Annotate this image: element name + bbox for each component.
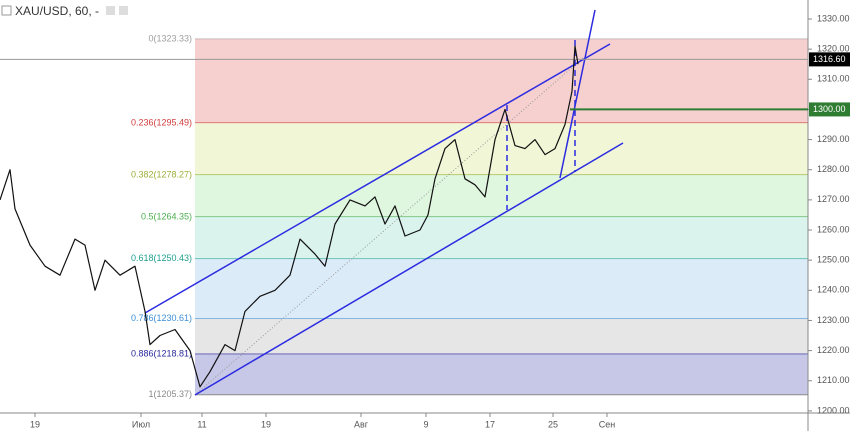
x-tick-label: 9 <box>423 419 428 429</box>
x-tick-label: Авг <box>354 419 369 429</box>
icon[interactable] <box>119 6 128 15</box>
channel-lower <box>194 142 624 396</box>
x-tick-label: Сен <box>599 419 616 429</box>
fib-zone <box>195 39 808 124</box>
trend-lines <box>144 9 624 396</box>
price-series <box>0 45 808 388</box>
fib-label: 0.886(1218.81) <box>131 349 192 359</box>
header-bg <box>0 0 100 22</box>
price-tag <box>809 102 850 117</box>
x-tick-label: 17 <box>485 419 495 429</box>
steep-line <box>559 9 596 179</box>
fib-zone <box>195 174 808 217</box>
x-tick-label: 11 <box>197 419 206 429</box>
chart-title: XAU/USD, 60, - <box>15 4 99 18</box>
fib-zone <box>195 123 808 175</box>
y-tick-label: 1210.00 <box>817 375 850 385</box>
price-tag-label: 1316.60 <box>813 54 846 64</box>
fib-zones: 0(1323.33) 0.236(1295.49) 0.382(1278.27) 0.… <box>131 33 808 399</box>
fib-zone <box>195 216 808 259</box>
y-tick-label: 1290.00 <box>817 134 850 144</box>
price-tag <box>809 52 850 67</box>
fib-label: 0.618(1250.43) <box>131 253 192 263</box>
fib-label: 0.5(1264.35) <box>141 211 192 221</box>
fib-zone <box>195 258 808 319</box>
y-tick-label: 1320.00 <box>817 44 850 54</box>
y-tick-label: 1310.00 <box>817 74 850 84</box>
y-tick-label: 1240.00 <box>817 285 850 295</box>
x-tick-label: 19 <box>261 419 271 429</box>
y-tick-label: 1250.00 <box>817 255 850 265</box>
fib-zone <box>195 318 808 355</box>
icon[interactable] <box>1 5 12 16</box>
y-tick-label: 1200.00 <box>817 405 850 415</box>
price-tag-label: 1300.00 <box>813 104 846 114</box>
icon[interactable] <box>106 6 115 15</box>
y-tick-label: 1270.00 <box>817 194 850 204</box>
fib-label: 0(1323.33) <box>148 33 192 43</box>
x-tick-label: 19 <box>30 419 40 429</box>
y-tick-label: 1330.00 <box>817 13 850 23</box>
y-tick-label: 1230.00 <box>817 315 850 325</box>
fib-label: 0.382(1278.27) <box>131 169 192 179</box>
y-tick-label: 1220.00 <box>817 345 850 355</box>
y-tick-label: 1260.00 <box>817 224 850 234</box>
fib-label: 1(1205.37) <box>148 389 192 399</box>
fib-label: 0.786(1230.61) <box>131 313 192 323</box>
x-tick-label: Июл <box>132 419 150 429</box>
y-tick-label: 1280.00 <box>817 164 850 174</box>
fib-zone <box>195 354 808 395</box>
price-tags: 1316.60 1300.00 <box>809 52 850 117</box>
channel-upper <box>144 43 611 314</box>
fib-label: 0.236(1295.49) <box>131 117 192 127</box>
price-line-series <box>0 45 579 388</box>
x-tick-label: 25 <box>548 419 558 429</box>
